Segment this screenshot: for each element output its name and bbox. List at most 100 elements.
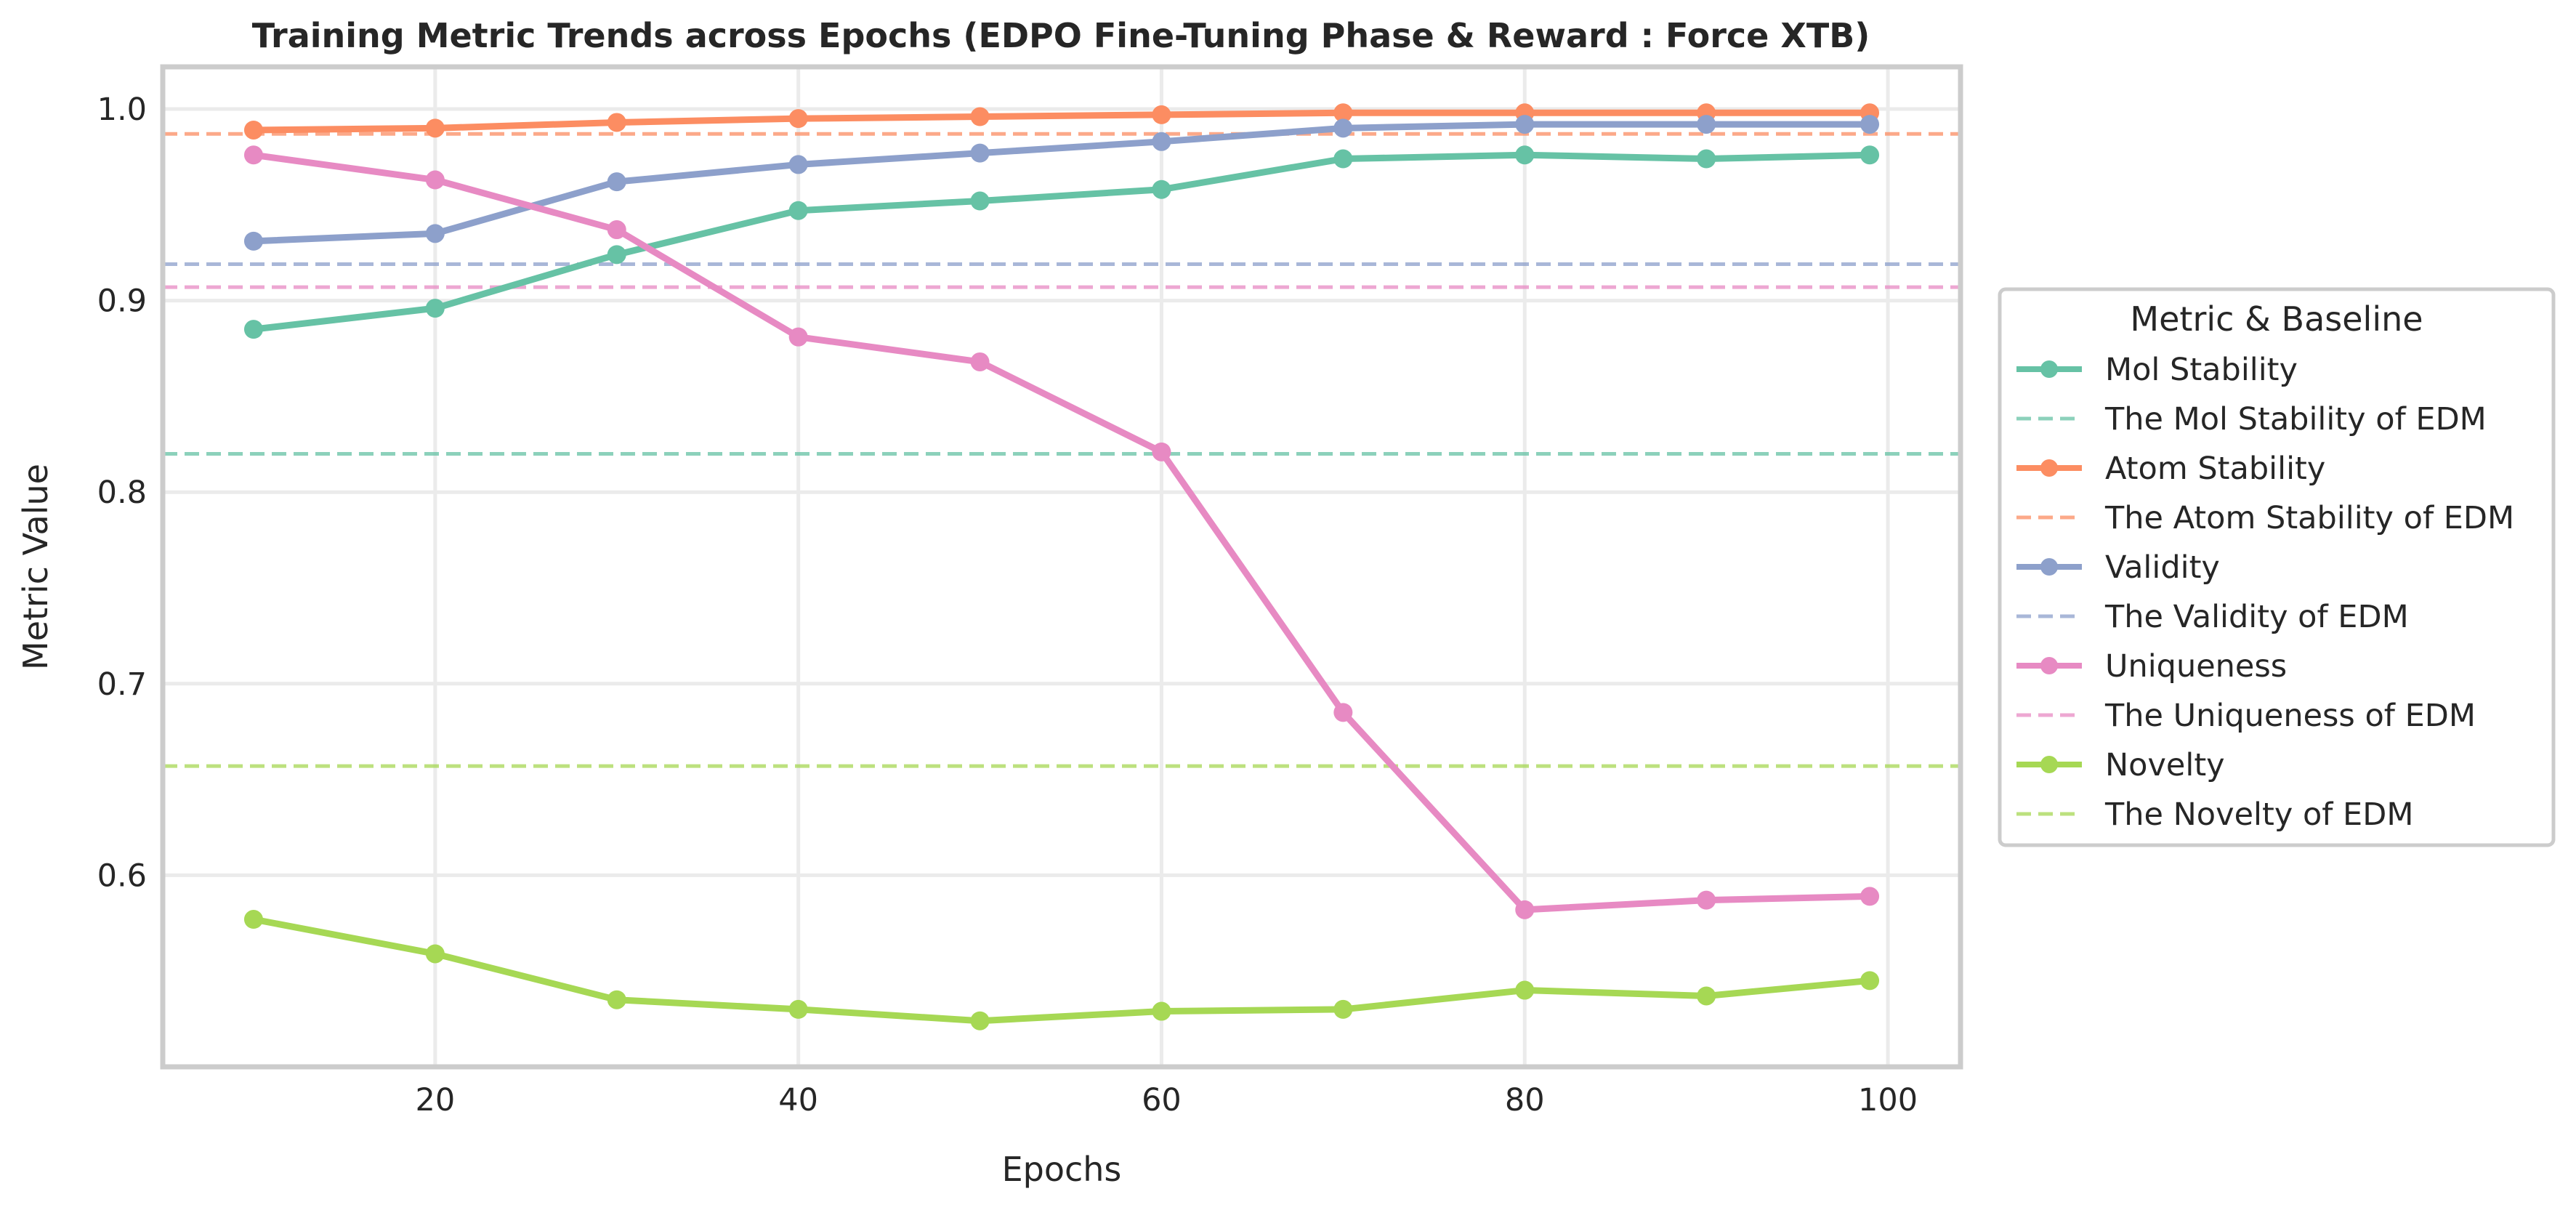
- x-tick-label: 40: [778, 1082, 818, 1118]
- data-point: [425, 170, 445, 190]
- data-point: [1860, 971, 1880, 991]
- legend-label: The Validity of EDM: [2104, 599, 2409, 635]
- data-point: [788, 999, 808, 1019]
- data-point: [1515, 900, 1535, 919]
- series-line: [250, 151, 1873, 913]
- x-tick-label: 100: [1858, 1082, 1918, 1118]
- legend-entry: The Atom Stability of EDM: [2016, 500, 2514, 536]
- legend-marker: [2040, 459, 2058, 477]
- baseline-lines: [163, 132, 1961, 768]
- data-point: [607, 220, 626, 240]
- data-point: [425, 224, 445, 243]
- data-point: [243, 231, 263, 251]
- data-point: [1152, 180, 1171, 199]
- legend-label: Novelty: [2105, 747, 2225, 783]
- legend-label: Atom Stability: [2105, 451, 2325, 487]
- legend-entry: Novelty: [2016, 747, 2225, 783]
- chart-title: Training Metric Trends across Epochs (ED…: [252, 16, 1870, 55]
- data-point: [607, 245, 626, 265]
- legend-label: The Uniqueness of EDM: [2104, 698, 2476, 734]
- x-axis-label: Epochs: [1002, 1150, 1122, 1189]
- series-uniqueness: [243, 145, 1880, 919]
- data-point: [1152, 1001, 1171, 1021]
- series-lines: [243, 103, 1880, 1030]
- legend-label: Uniqueness: [2105, 648, 2287, 685]
- legend-entry: Validity: [2016, 549, 2220, 586]
- data-point: [1152, 105, 1171, 124]
- legend-label: Mol Stability: [2105, 352, 2298, 388]
- data-point: [243, 910, 263, 929]
- data-point: [1152, 132, 1171, 151]
- y-tick-label: 0.7: [97, 666, 147, 703]
- data-point: [607, 990, 626, 1009]
- legend-marker: [2040, 558, 2058, 576]
- y-tick-label: 0.8: [97, 475, 147, 511]
- data-point: [970, 143, 990, 163]
- legend-entry: The Mol Stability of EDM: [2016, 401, 2487, 437]
- legend: Metric & Baseline Mol Stability The Mol S…: [1998, 287, 2556, 847]
- legend-label: Validity: [2105, 549, 2220, 586]
- y-tick-label: 0.6: [97, 858, 147, 894]
- data-point: [970, 1011, 990, 1030]
- legend-entry: Atom Stability: [2016, 451, 2325, 487]
- x-ticks: 20 40 60 80 100: [415, 1082, 1918, 1118]
- data-point: [1697, 115, 1716, 134]
- series-line: [250, 151, 1873, 333]
- data-point: [1697, 149, 1716, 169]
- x-tick-label: 60: [1142, 1082, 1182, 1118]
- data-point: [1860, 887, 1880, 906]
- series-line: [250, 916, 1873, 1025]
- legend-entry: The Uniqueness of EDM: [2016, 698, 2476, 734]
- legend-marker: [2040, 756, 2058, 773]
- data-point: [970, 107, 990, 126]
- data-point: [788, 327, 808, 347]
- data-point: [243, 320, 263, 339]
- y-tick-label: 0.9: [97, 283, 147, 320]
- data-point: [425, 118, 445, 138]
- series-line: [250, 121, 1873, 245]
- data-point: [1697, 890, 1716, 910]
- data-point: [788, 155, 808, 174]
- data-point: [425, 299, 445, 318]
- data-point: [1333, 103, 1353, 123]
- legend-entry: Uniqueness: [2016, 648, 2287, 685]
- legend-entry: The Novelty of EDM: [2016, 796, 2413, 833]
- legend-marker: [2040, 657, 2058, 674]
- data-point: [1860, 115, 1880, 134]
- data-point: [425, 944, 445, 964]
- y-tick-label: 1.0: [97, 92, 147, 128]
- data-point: [607, 113, 626, 132]
- data-point: [1515, 980, 1535, 1000]
- data-point: [243, 120, 263, 140]
- data-point: [970, 352, 990, 371]
- legend-marker: [2040, 360, 2058, 378]
- series-line: [250, 109, 1873, 134]
- x-tick-label: 20: [415, 1082, 455, 1118]
- legend-label: The Novelty of EDM: [2104, 796, 2413, 833]
- plot-frame: [160, 64, 1963, 1070]
- x-tick-label: 80: [1505, 1082, 1545, 1118]
- data-point: [1860, 145, 1880, 165]
- legend-title: Metric & Baseline: [2130, 299, 2423, 339]
- series-mol-stability: [243, 145, 1880, 339]
- data-point: [1333, 999, 1353, 1019]
- data-point: [788, 109, 808, 129]
- data-point: [607, 172, 626, 192]
- data-point: [1152, 442, 1171, 461]
- data-point: [1333, 149, 1353, 169]
- data-point: [1697, 986, 1716, 1006]
- data-point: [243, 145, 263, 165]
- legend-label: The Mol Stability of EDM: [2104, 401, 2487, 437]
- data-point: [1515, 145, 1535, 165]
- data-point: [970, 191, 990, 211]
- data-point: [1333, 118, 1353, 138]
- legend-entry: The Validity of EDM: [2016, 599, 2409, 635]
- y-axis-label: Metric Value: [16, 464, 55, 670]
- data-point: [788, 201, 808, 220]
- legend-label: The Atom Stability of EDM: [2104, 500, 2514, 536]
- legend-box: [1998, 287, 2556, 847]
- legend-entry: Mol Stability: [2016, 352, 2298, 388]
- y-ticks: 0.6 0.7 0.8 0.9 1.0: [97, 92, 147, 894]
- grid: [163, 67, 1961, 1067]
